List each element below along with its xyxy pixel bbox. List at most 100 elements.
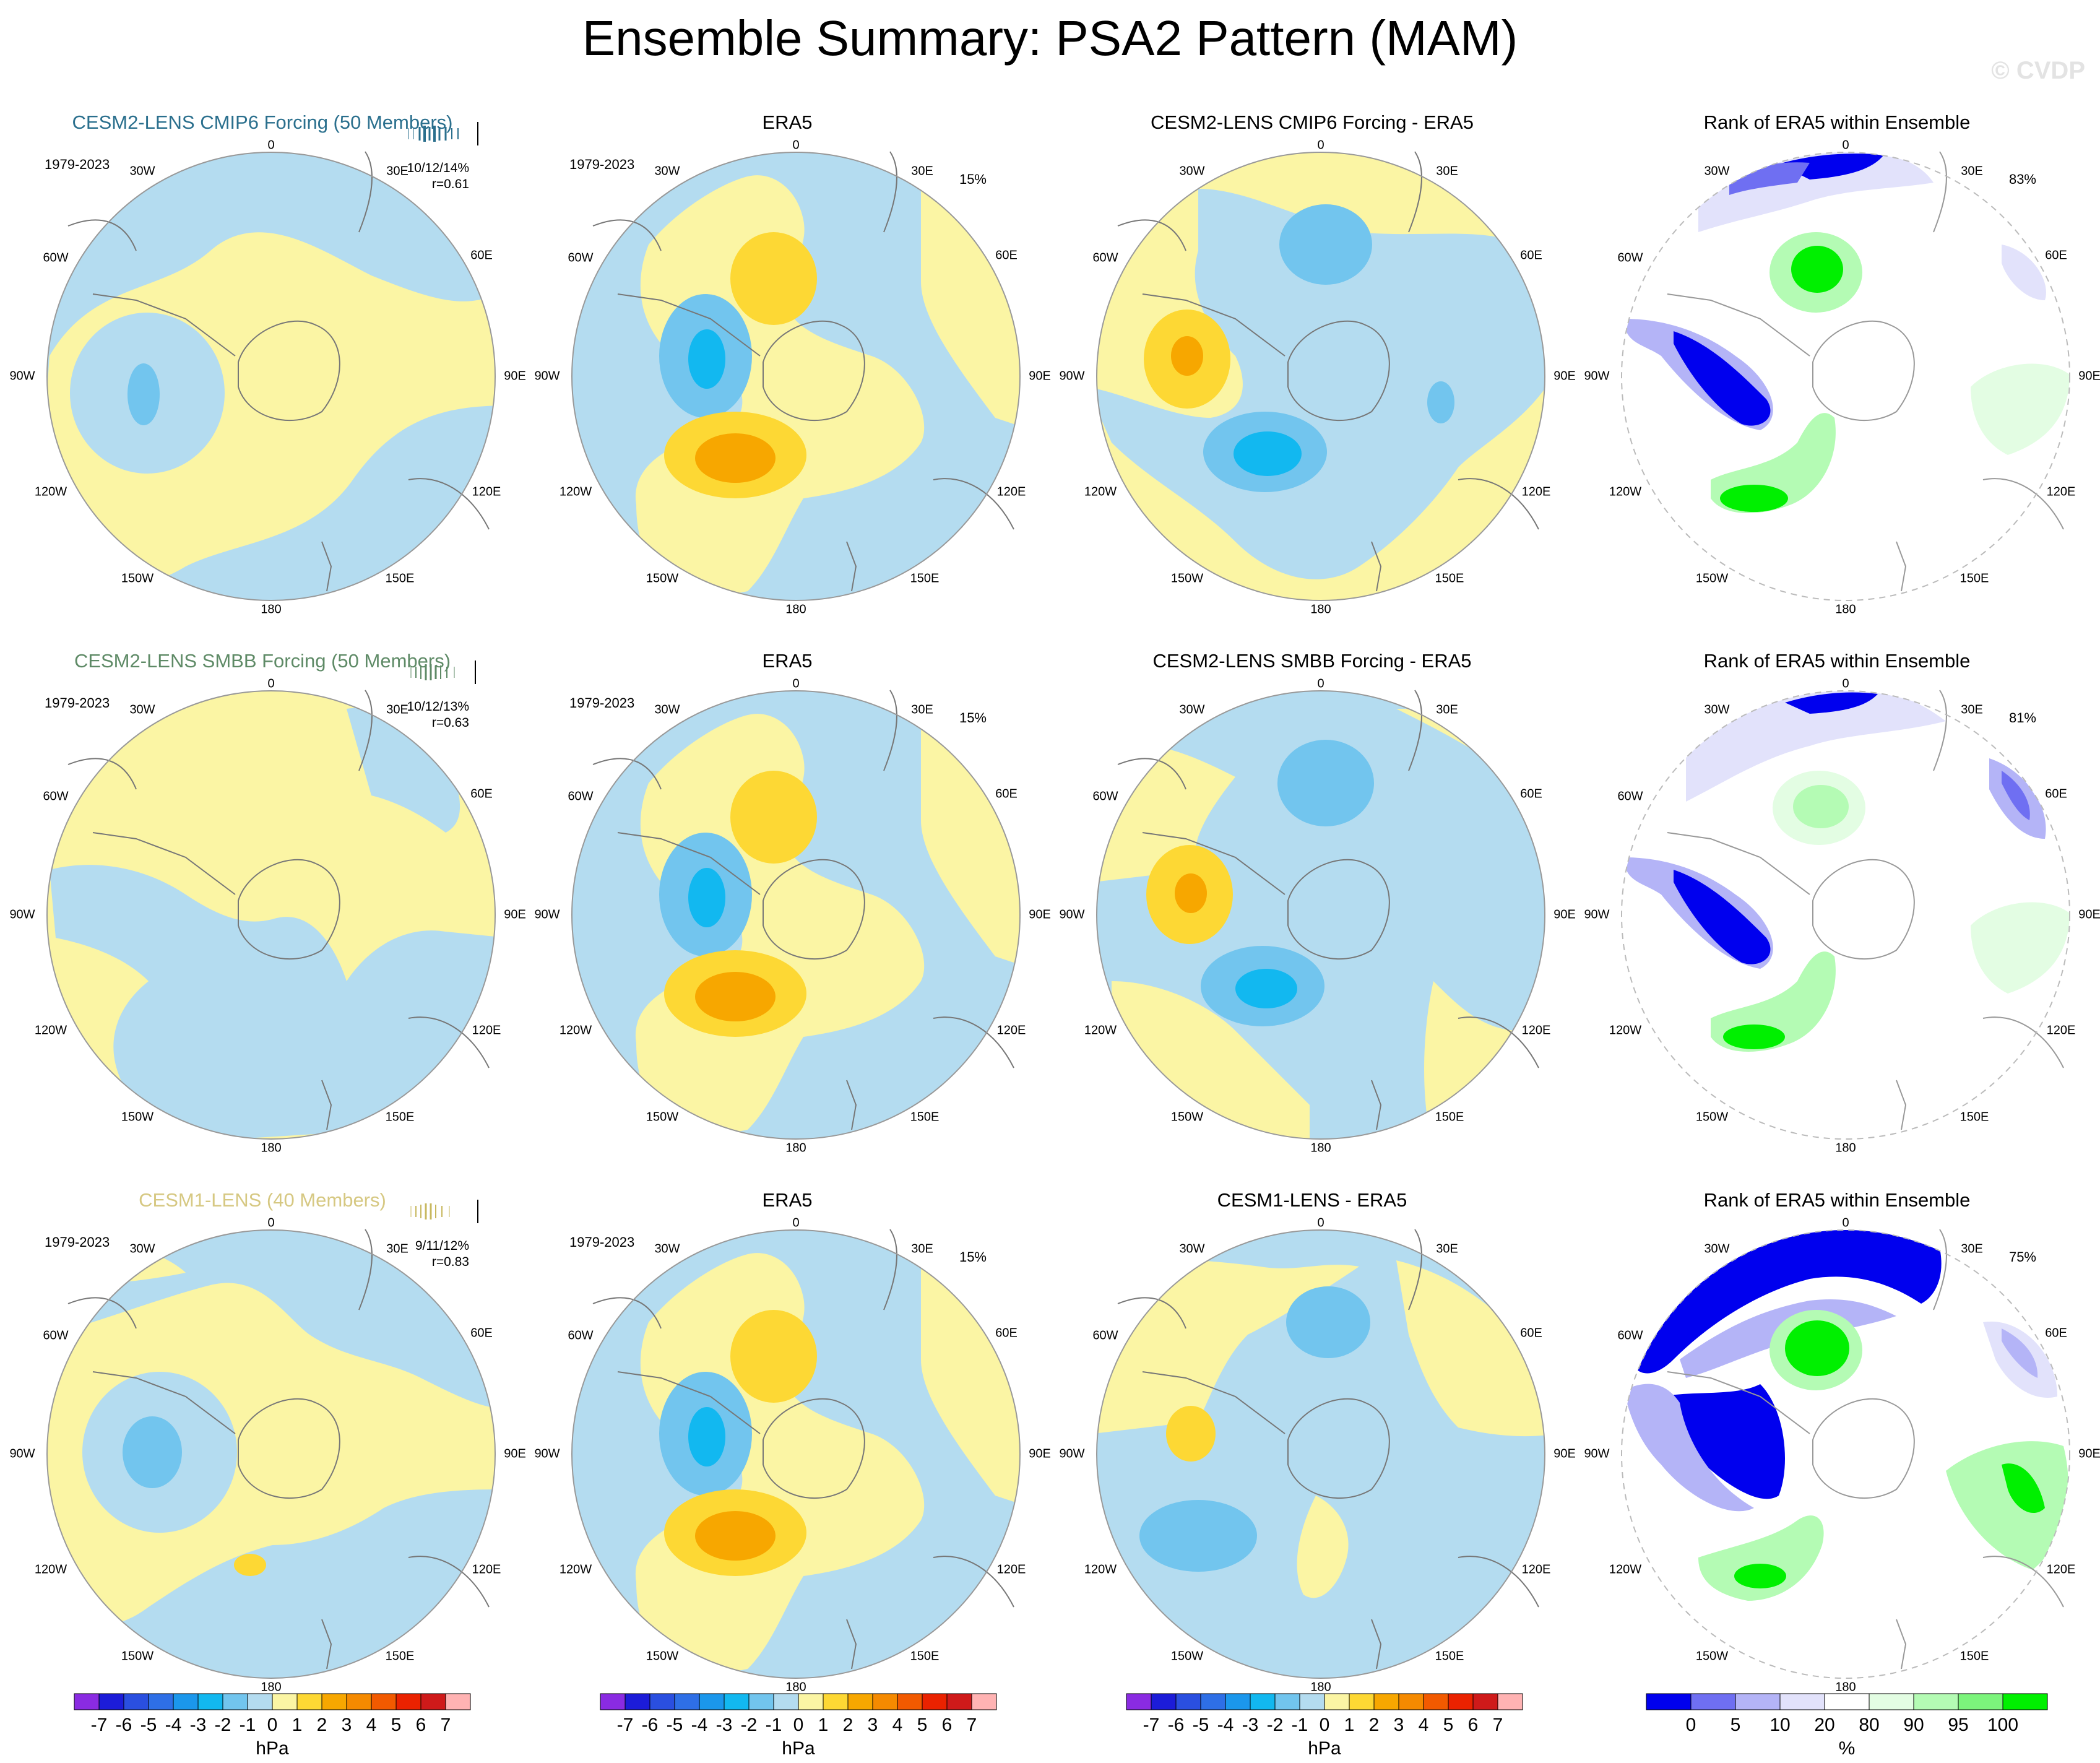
colorbar-box [1423,1693,1449,1710]
lon-label: 60W [43,789,69,804]
lon-label: 60E [470,1326,493,1340]
colorbar-unit: hPa [256,1738,289,1759]
lon-label: 0 [1317,677,1324,691]
polar-map [1621,151,2070,601]
lon-label: 180 [1835,1680,1856,1694]
lon-label: 30W [654,1242,680,1256]
positive-center [730,232,817,325]
antarctica-coast [1812,859,1915,959]
lon-label: 150E [385,1110,415,1124]
australia-coast [933,1556,1014,1608]
antarctica-coast [238,320,340,421]
africa-coast [883,690,897,771]
lon-label: 90E [2078,907,2100,922]
lon-label: 60E [2045,248,2067,262]
lon-label: 60W [43,1328,69,1343]
period-label: 1979-2023 [569,695,635,711]
colorbar-tick-label: -4 [1217,1715,1234,1735]
coastlines [1667,1229,2064,1670]
lon-label: 150W [646,1649,679,1663]
contour-fill [47,691,495,1139]
lon-label: 90W [1059,907,1085,922]
lon-label: 90E [1029,907,1051,922]
lon-label: 30E [386,164,408,178]
africa-coast [358,690,373,771]
negative-center [1235,969,1297,1008]
lon-label: 30W [1704,703,1730,717]
lon-label: 60W [568,789,594,804]
colorbar-tick-label: 1 [292,1715,303,1735]
coastlines [592,1229,1014,1670]
colorbar-tick-label: -1 [240,1715,256,1735]
lon-label: 90E [504,1447,526,1461]
colorbar-tick-label: 10 [1769,1715,1790,1735]
colorbar-tick-label: -6 [1168,1715,1185,1735]
figure-title: Ensemble Summary: PSA2 Pattern (MAM) [582,11,1518,66]
percent-label: 15% [959,710,987,726]
colorbar-tick-label: 5 [1443,1715,1454,1735]
lon-label: 90E [2078,369,2100,383]
colorbar-box [321,1693,347,1710]
contour-fill [47,152,495,600]
lon-label: 60W [1617,789,1643,804]
lon-label: 150W [1695,571,1729,586]
rank-high-region [1971,902,2070,994]
lon-label: 30W [654,703,680,717]
contour-fill [1097,152,1545,600]
lon-label: 60E [995,248,1018,262]
coastlines [1667,690,2064,1130]
new-zealand-coast [846,1619,857,1670]
stats-line-1: 9/11/12% [415,1239,469,1253]
coastlines [1117,690,1539,1130]
lon-label: 90E [1029,1447,1051,1461]
map-boundary [46,1229,496,1679]
lon-label: 60W [568,1328,594,1343]
lon-label: 150W [646,571,679,586]
panel-r2-diff: CESM1-LENS - ERA5 0 30E [1050,1174,1575,1712]
antarctic-peninsula [1142,832,1285,895]
panel-title: ERA5 [762,650,813,672]
colorbar-box [222,1693,248,1710]
colorbar-tick-label: 4 [366,1715,377,1735]
colorbar-box [272,1693,298,1710]
colorbar-box [1126,1693,1152,1710]
lon-label: 0 [267,138,275,152]
lon-label: 150W [121,1649,154,1663]
antarctic-peninsula [1667,1371,1810,1434]
colorbar-box [1349,1693,1375,1710]
member-rug [410,1200,478,1223]
lon-label: 120W [1084,1562,1117,1577]
colorbar-hpa: -7 -6 -5 -4 -3 -2 -1 0 1 2 3 4 5 6 7 hPa [74,1693,471,1759]
positive-region [1297,1496,1349,1598]
lon-label: 180 [261,602,282,617]
antarctica-coast [1287,859,1390,959]
percent-label: 15% [959,1249,987,1265]
colorbar-rank: 0 5 10 20 80 90 95 100% [1646,1693,2048,1759]
contour-fill [572,1230,1020,1678]
africa-coast [1408,690,1422,771]
stats-line-1: 10/12/13% [407,700,469,714]
percent-label: 15% [959,171,987,187]
lon-label: 180 [1835,1141,1856,1155]
rank-high-center [1734,1564,1786,1588]
colorbar-box [1373,1693,1399,1710]
lon-label: 120E [1521,485,1551,499]
negative-center [1234,431,1302,476]
polar-map [1096,151,1545,601]
positive-center [730,1310,817,1403]
colorbar-tick-label: 90 [1903,1715,1924,1735]
lon-label: 60E [1520,787,1542,801]
map-boundary [1096,1229,1545,1679]
colorbar-tick-label: 6 [1468,1715,1479,1735]
colorbar-box [773,1693,799,1710]
colorbar-box [346,1693,372,1710]
lon-label: 120W [559,485,592,499]
colorbar-tick-label: -5 [1193,1715,1209,1735]
positive-region [635,1253,925,1678]
panel-r0-obs: ERA5 1979-2023 15% [525,96,1050,635]
australia-coast [1982,1016,2064,1068]
colorbar-box [971,1693,997,1710]
lon-label: 0 [267,677,275,691]
lon-label: 30E [386,703,408,717]
